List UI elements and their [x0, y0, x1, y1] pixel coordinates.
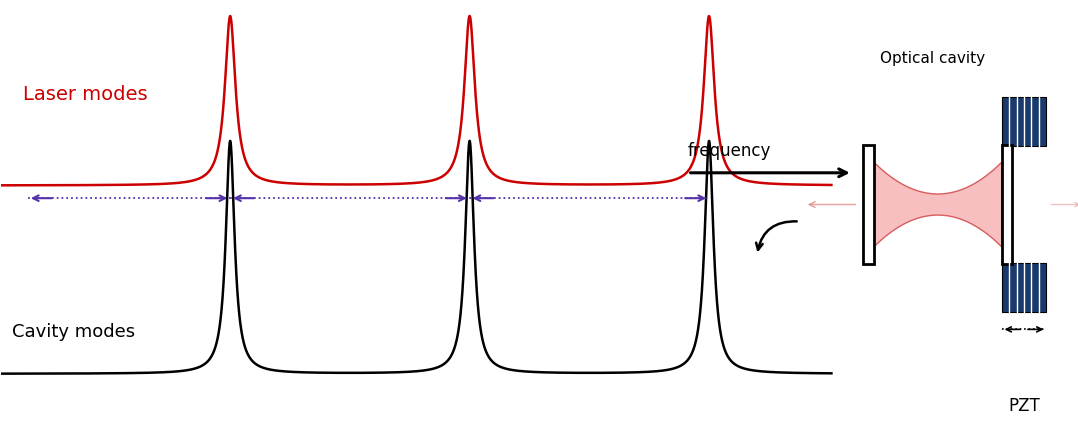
Polygon shape — [874, 162, 1001, 247]
Text: Cavity modes: Cavity modes — [12, 322, 135, 340]
FancyArrowPatch shape — [756, 222, 797, 250]
Bar — [863, 145, 874, 264]
Text: Laser modes: Laser modes — [23, 85, 148, 104]
Bar — [1001, 98, 1047, 146]
Bar — [1001, 145, 1012, 264]
Bar — [1001, 263, 1047, 311]
Text: Optical cavity: Optical cavity — [880, 51, 985, 66]
Text: frequency: frequency — [688, 142, 771, 160]
Text: PZT: PZT — [1008, 397, 1040, 414]
